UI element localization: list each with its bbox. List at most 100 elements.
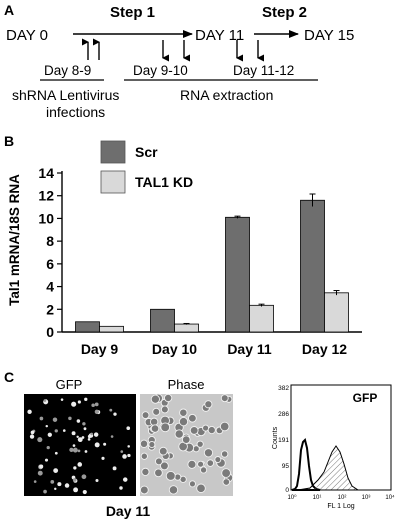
gfp-cell xyxy=(77,462,83,467)
phase-cell xyxy=(179,408,188,417)
period-extraction-1-label: Day 9-10 xyxy=(133,63,188,78)
histogram-xtick-1: 10¹ xyxy=(313,495,322,501)
tal1-bar-chart: B Scr TAL1 KD Tal1 mRNA/18S RNA 0 2 4 6 8 10 12… xyxy=(4,133,362,357)
phase-cell xyxy=(199,466,208,474)
gfp-cell xyxy=(103,442,107,446)
histogram-xtick-0: 10⁰ xyxy=(287,494,297,501)
histogram-xtick-2: 10² xyxy=(338,495,347,501)
phase-cell xyxy=(222,478,231,486)
x-tick-label: Day 10 xyxy=(152,341,197,357)
infection-caption-line1: shRNA Lentivirus xyxy=(12,87,119,103)
bar-series xyxy=(75,193,349,333)
gfp-cell xyxy=(90,432,93,436)
day-11-label: DAY 11 xyxy=(195,27,244,44)
x-tick-label: Day 11 xyxy=(227,341,272,357)
phase-cell xyxy=(187,459,197,469)
phase-cell xyxy=(220,394,229,403)
histogram-xtick-3: 10³ xyxy=(362,495,371,501)
gfp-cell xyxy=(126,426,131,431)
gfp-cell xyxy=(95,478,99,483)
x-axis: Day 9 Day 10 Day 11 Day 12 xyxy=(62,331,362,357)
panel-b-chart: B Scr TAL1 KD Tal1 mRNA/18S RNA 0 2 4 6 8 10 12… xyxy=(0,133,400,365)
phase-cell xyxy=(139,485,149,495)
gfp-cell xyxy=(46,446,50,450)
histogram-frame xyxy=(290,384,392,491)
timeline-diagram: A DAY 0 Step 1 DAY 11 Step 2 DAY 15 Day … xyxy=(4,2,354,120)
y-tick-label: 12 xyxy=(38,188,54,204)
gfp-cell xyxy=(30,430,35,435)
gfp-cell xyxy=(72,444,76,447)
gfp-cell xyxy=(54,429,58,433)
gfp-cell xyxy=(93,432,99,437)
legend-label: TAL1 KD xyxy=(135,174,193,190)
gfp-cell xyxy=(82,489,87,495)
phase-cell xyxy=(158,446,168,456)
gfp-cell xyxy=(87,438,91,441)
y-axis-title: Tal1 mRNA/18S RNA xyxy=(7,174,22,306)
gfp-cell xyxy=(113,412,117,416)
gfp-cell xyxy=(120,450,124,453)
gfp-cell xyxy=(53,468,59,474)
histogram-ytick-4: 0 xyxy=(285,487,289,494)
legend-label: Scr xyxy=(135,144,158,160)
gfp-cell xyxy=(84,397,88,401)
period-extraction-2-label: Day 11-12 xyxy=(233,63,294,78)
gfp-cell xyxy=(76,435,79,439)
gfp-cell xyxy=(50,480,55,484)
phase-cell xyxy=(220,450,229,458)
gfp-cell xyxy=(68,416,72,421)
histogram-x-label: FL 1 Log xyxy=(327,503,354,510)
gfp-cell xyxy=(77,449,81,453)
bar xyxy=(174,323,199,333)
phase-cell xyxy=(141,467,150,476)
period-infection-label: Day 8-9 xyxy=(44,63,91,78)
gfp-cell xyxy=(81,474,87,480)
phase-cell xyxy=(188,413,197,423)
y-tick-label: 10 xyxy=(38,210,54,226)
phase-cell xyxy=(140,452,148,460)
gfp-cell xyxy=(39,464,44,469)
gfp-cell xyxy=(57,482,62,487)
gfp-cell xyxy=(43,489,47,494)
panel-a-timeline: A DAY 0 Step 1 DAY 11 Step 2 DAY 15 Day … xyxy=(0,0,400,125)
gfp-cell xyxy=(37,437,43,443)
phase-cell xyxy=(197,460,205,468)
gfp-cell xyxy=(54,451,58,455)
bar xyxy=(75,321,100,333)
phase-cell xyxy=(160,422,171,433)
phase-cell xyxy=(219,421,230,432)
gfp-cell xyxy=(73,466,77,470)
gfp-cell xyxy=(122,454,127,459)
gfp-histogram-curve xyxy=(297,445,360,491)
gfp-cell xyxy=(62,429,66,432)
gfp-cell xyxy=(77,400,81,404)
phase-cell xyxy=(188,480,196,488)
histogram-ytick-3: 95 xyxy=(282,463,290,470)
chart-legend: Scr TAL1 KD xyxy=(100,140,193,194)
gfp-cell xyxy=(77,437,83,443)
legend-swatch xyxy=(100,170,126,194)
phase-cell xyxy=(189,426,199,435)
day-15-label: DAY 15 xyxy=(304,27,354,44)
gfp-cell xyxy=(44,458,49,462)
phase-cells xyxy=(139,393,234,495)
phase-cell xyxy=(196,440,204,448)
y-tick-label: 8 xyxy=(46,233,54,249)
phase-cell xyxy=(139,439,149,448)
gfp-cell xyxy=(72,447,78,453)
extraction-caption: RNA extraction xyxy=(180,87,273,103)
bar xyxy=(225,216,250,333)
gfp-cell xyxy=(94,402,99,407)
phase-cell xyxy=(163,393,173,403)
gfp-cell xyxy=(60,398,64,401)
phase-cell xyxy=(214,456,222,463)
panel-b-letter: B xyxy=(4,133,14,149)
phase-cell xyxy=(148,441,156,449)
gfp-cell xyxy=(119,486,123,490)
gfp-cell xyxy=(37,470,43,476)
y-tick-label: 2 xyxy=(46,301,54,317)
step-2-label: Step 2 xyxy=(262,4,307,21)
x-tick-label: Day 9 xyxy=(81,341,119,357)
gfp-cells xyxy=(27,397,131,495)
phase-cell xyxy=(203,448,214,458)
